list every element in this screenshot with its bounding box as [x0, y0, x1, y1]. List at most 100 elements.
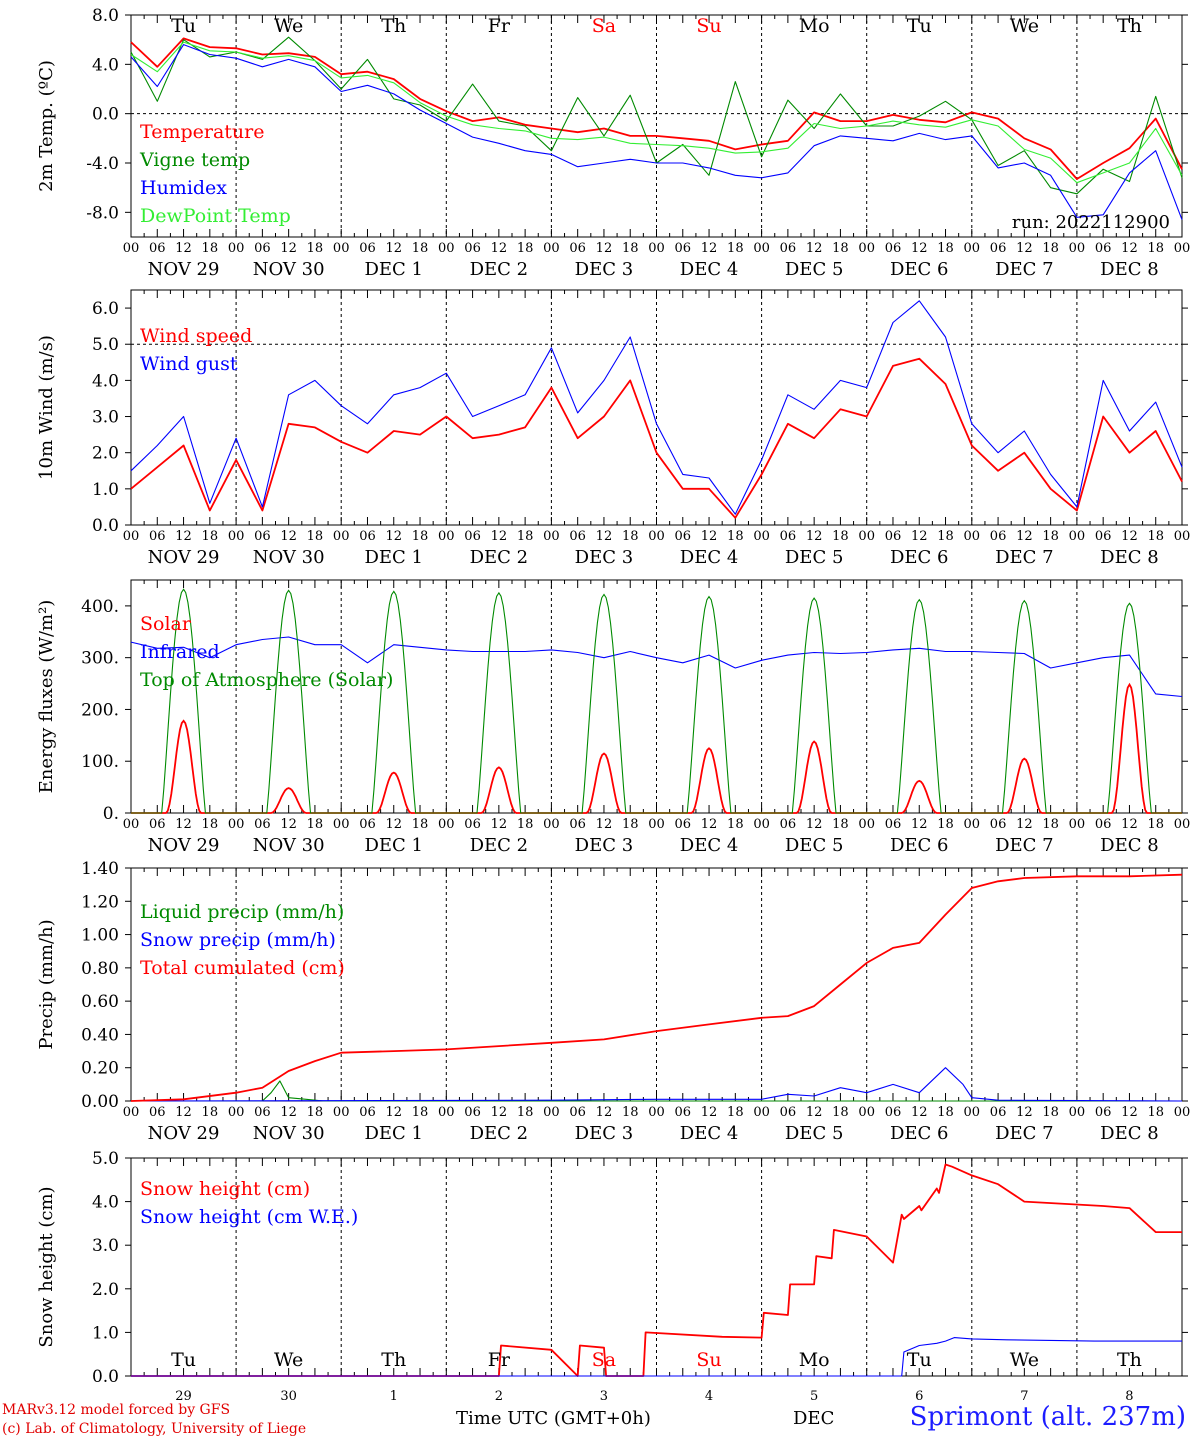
- snow-weekday-label: Tu: [907, 1349, 932, 1371]
- hour-tick-label: 18: [202, 1105, 219, 1120]
- hour-tick-label: 12: [806, 241, 823, 256]
- hour-tick-label: 12: [385, 817, 402, 832]
- hour-tick-label: 06: [254, 241, 271, 256]
- date-label: DEC 2: [470, 259, 529, 280]
- hour-tick-label: 18: [727, 241, 744, 256]
- y-tick-label: 0.80: [81, 959, 119, 979]
- hour-tick-label: 12: [175, 817, 192, 832]
- hour-tick-label: 00: [753, 1105, 770, 1120]
- hour-tick-label: 00: [753, 817, 770, 832]
- hour-tick-label: 06: [780, 1105, 797, 1120]
- hour-tick-label: 00: [858, 241, 875, 256]
- date-label: NOV 30: [253, 835, 325, 856]
- hour-tick-label: 12: [491, 241, 508, 256]
- hour-tick-label: 06: [675, 529, 692, 544]
- y-axis-label: Energy fluxes (W/m²): [36, 600, 57, 794]
- date-label: DEC 7: [995, 259, 1054, 280]
- hour-tick-label: 06: [1095, 817, 1112, 832]
- hour-tick-label: 00: [648, 1105, 665, 1120]
- hour-tick-label: 12: [491, 1105, 508, 1120]
- legend-4-1: Snow height (cm W.E.): [140, 1206, 358, 1228]
- date-label: DEC 8: [1100, 547, 1159, 568]
- hour-tick-label: 00: [858, 529, 875, 544]
- weekday-label: Th: [381, 15, 406, 37]
- date-label: DEC 5: [785, 835, 844, 856]
- hour-tick-label: 06: [990, 1105, 1007, 1120]
- series-line-3-2: [130, 873, 1183, 1102]
- hour-tick-label: 06: [990, 817, 1007, 832]
- hour-tick-label: 00: [1069, 817, 1086, 832]
- date-label: DEC 3: [575, 835, 634, 856]
- date-label: NOV 30: [253, 1123, 325, 1144]
- hour-tick-label: 00: [1069, 241, 1086, 256]
- y-tick-label: 100.: [81, 752, 119, 772]
- hour-tick-label: 00: [333, 241, 350, 256]
- y-tick-label: 400.: [81, 597, 119, 617]
- hour-tick-label: 00: [123, 1105, 140, 1120]
- hour-tick-label: 00: [228, 1105, 245, 1120]
- hour-tick-label: 18: [1042, 529, 1059, 544]
- hour-tick-label: 00: [543, 1105, 560, 1120]
- y-tick-label: 4.0: [92, 55, 119, 75]
- hour-tick-label: 12: [701, 529, 718, 544]
- hour-tick-label: 18: [1042, 817, 1059, 832]
- hour-tick-label: 18: [517, 241, 534, 256]
- series-line-0-2: [130, 44, 1183, 220]
- hour-tick-label: 00: [648, 529, 665, 544]
- series-line-2-2: [131, 588, 1182, 814]
- snow-date-label: 7: [1020, 1389, 1028, 1404]
- date-label: DEC 8: [1100, 1123, 1159, 1144]
- y-tick-label: 2.0: [92, 444, 119, 464]
- hour-tick-label: 06: [254, 817, 271, 832]
- hour-tick-label: 06: [885, 241, 902, 256]
- hour-tick-label: 18: [517, 817, 534, 832]
- hour-tick-label: 00: [438, 1105, 455, 1120]
- y-tick-label: 200.: [81, 700, 119, 720]
- series-line-4-1: [131, 1337, 1182, 1377]
- hour-tick-label: 18: [622, 241, 639, 256]
- hour-tick-label: 18: [622, 1105, 639, 1120]
- series-line-3-1: [130, 1067, 1183, 1102]
- legend-4-0: Snow height (cm): [140, 1178, 310, 1200]
- date-label: NOV 30: [253, 547, 325, 568]
- y-axis-label: Snow height (cm): [36, 1186, 57, 1347]
- y-tick-label: 1.0: [92, 1323, 119, 1343]
- y-tick-label: 0.0: [92, 105, 119, 125]
- hour-tick-label: 00: [964, 817, 981, 832]
- snow-weekday-label: Su: [696, 1349, 721, 1371]
- time-axis-label: Time UTC (GMT+0h): [456, 1408, 651, 1429]
- hour-tick-label: 12: [175, 241, 192, 256]
- legend-3-0: Liquid precip (mm/h): [140, 901, 344, 923]
- y-tick-label: -4.0: [86, 154, 119, 174]
- hour-tick-label: 06: [675, 1105, 692, 1120]
- hour-tick-label: 18: [307, 817, 324, 832]
- date-label: NOV 29: [148, 835, 220, 856]
- y-tick-label: 5.0: [92, 1149, 119, 1169]
- hour-tick-label: 06: [569, 529, 586, 544]
- hour-tick-label: 06: [569, 241, 586, 256]
- date-label: DEC 6: [890, 835, 949, 856]
- hour-tick-label: 18: [307, 1105, 324, 1120]
- series-line-0-1: [130, 36, 1183, 195]
- hour-tick-label: 00: [1069, 1105, 1086, 1120]
- hour-tick-label: 18: [1147, 241, 1164, 256]
- y-tick-label: 8.0: [92, 6, 119, 26]
- hour-tick-label: 18: [517, 1105, 534, 1120]
- hour-tick-label: 12: [280, 1105, 297, 1120]
- hour-tick-label: 00: [123, 529, 140, 544]
- hour-tick-label: 00: [543, 817, 560, 832]
- hour-tick-label: 00: [1069, 529, 1086, 544]
- date-label: DEC 3: [575, 1123, 634, 1144]
- hour-tick-label: 00: [543, 241, 560, 256]
- y-tick-label: 5.0: [92, 335, 119, 355]
- hour-tick-label: 12: [806, 529, 823, 544]
- date-label: DEC 6: [890, 1123, 949, 1144]
- date-label: DEC 7: [995, 547, 1054, 568]
- run-label: run: 2022112900: [1012, 212, 1170, 233]
- hour-tick-label: 06: [1095, 529, 1112, 544]
- hour-tick-label: 06: [990, 529, 1007, 544]
- hour-tick-label: 18: [832, 241, 849, 256]
- y-tick-label: 0.60: [81, 992, 119, 1012]
- hour-tick-label: 18: [307, 241, 324, 256]
- hour-tick-label: 00: [228, 241, 245, 256]
